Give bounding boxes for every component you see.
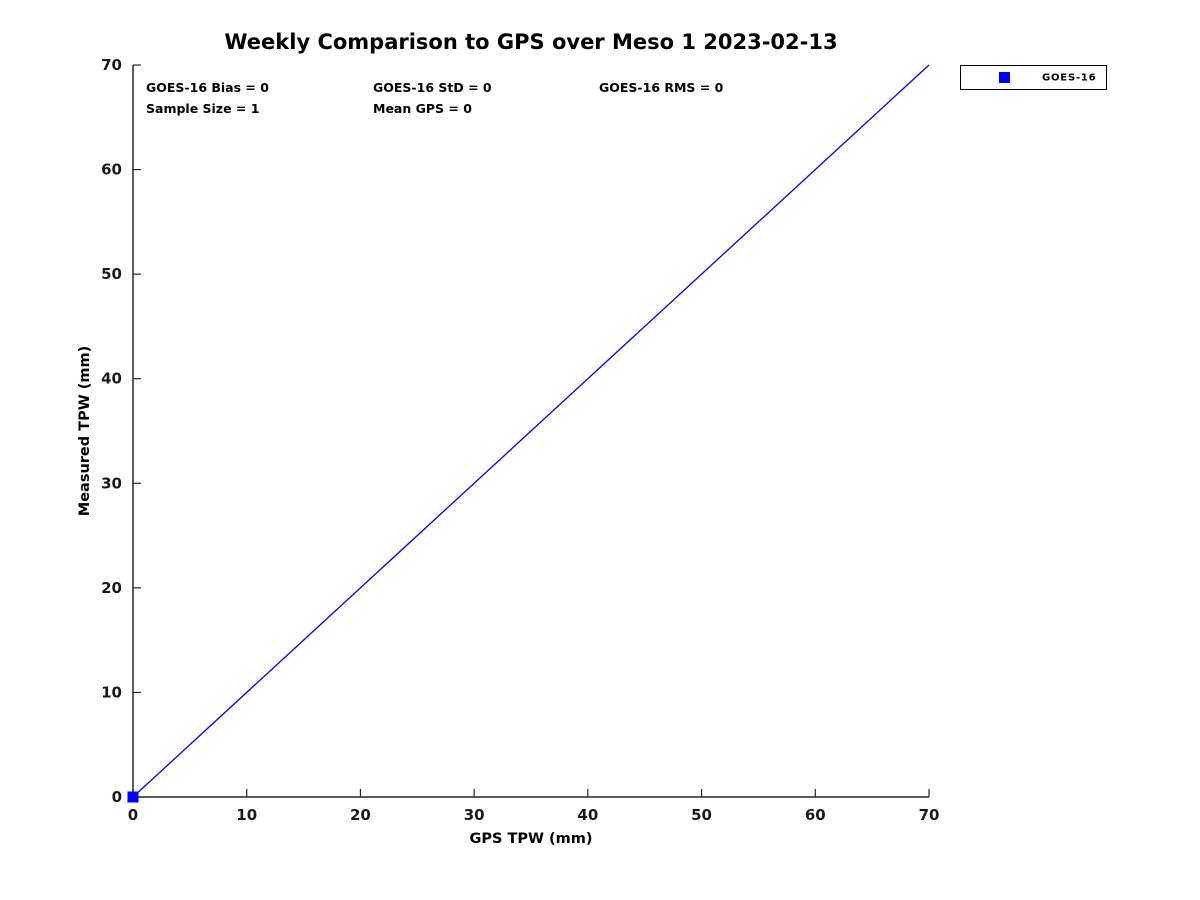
annotation-std: GOES-16 StD = 0: [373, 80, 492, 95]
x-axis-label: GPS TPW (mm): [469, 831, 593, 847]
annotation-mean-gps: Mean GPS = 0: [373, 101, 472, 116]
x-tick-label: 30: [464, 806, 485, 824]
y-tick-label: 0: [112, 788, 122, 806]
legend-marker-goes16-icon: [999, 72, 1010, 83]
x-tick-label: 40: [577, 806, 598, 824]
y-tick-label: 70: [101, 56, 122, 74]
chart-title: Weekly Comparison to GPS over Meso 1 202…: [224, 30, 838, 54]
y-tick-label: 60: [101, 161, 122, 179]
y-tick-label: 40: [101, 370, 122, 388]
series-line-one-to-one-line: [132, 64, 930, 798]
x-tick-label: 70: [919, 806, 940, 824]
legend: GOES-16: [960, 65, 1107, 90]
x-tick-label: 20: [350, 806, 371, 824]
y-tick-label: 30: [101, 474, 122, 492]
y-tick-label: 10: [101, 683, 122, 701]
x-tick-label: 50: [691, 806, 712, 824]
annotation-bias: GOES-16 Bias = 0: [146, 80, 269, 95]
x-tick-label: 10: [236, 806, 257, 824]
legend-label-goes16: GOES-16: [1042, 72, 1097, 83]
annotation-sample-size: Sample Size = 1: [146, 101, 260, 116]
y-tick-label: 20: [101, 579, 122, 597]
series-marker-GOES-16: [127, 791, 139, 803]
annotation-rms: GOES-16 RMS = 0: [599, 80, 724, 95]
x-tick-label: 60: [805, 806, 826, 824]
y-tick-label: 50: [101, 265, 122, 283]
y-axis-label: Measured TPW (mm): [77, 345, 93, 517]
x-tick-label: 0: [128, 806, 138, 824]
